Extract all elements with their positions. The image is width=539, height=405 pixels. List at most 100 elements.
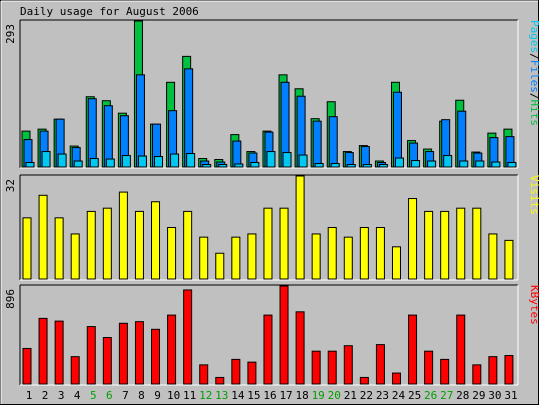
day-tick-label: 12 bbox=[199, 389, 212, 402]
pages-bar bbox=[330, 163, 340, 168]
day-tick-label: 26 bbox=[424, 389, 437, 402]
files-bar bbox=[232, 140, 242, 168]
pages-bar bbox=[218, 164, 228, 168]
day-tick-label: 6 bbox=[106, 389, 113, 402]
legend-entry-kbytes: KBytes bbox=[528, 285, 539, 325]
pages-bar bbox=[459, 160, 469, 168]
visits-bar bbox=[38, 194, 48, 280]
pages-bar bbox=[394, 157, 404, 168]
day-tick-label: 8 bbox=[138, 389, 145, 402]
day-tick-label: 14 bbox=[231, 389, 245, 402]
visits-bar bbox=[391, 246, 401, 280]
day-tick-label: 22 bbox=[360, 389, 373, 402]
pages-bar bbox=[378, 164, 388, 168]
day-tick-label: 7 bbox=[122, 389, 129, 402]
pages-bar bbox=[362, 164, 372, 168]
legend: Pages/Files/Hits bbox=[528, 20, 539, 126]
day-tick-label: 10 bbox=[167, 389, 180, 402]
visits-bar bbox=[424, 210, 434, 280]
day-tick-label: 28 bbox=[456, 389, 469, 402]
files-bar bbox=[360, 146, 370, 168]
visits-bar bbox=[359, 227, 369, 280]
kbytes-panel: 896 KBytes bbox=[4, 284, 539, 386]
day-tick-label: 20 bbox=[328, 389, 341, 402]
visits-bar bbox=[151, 201, 161, 280]
kbytes-bar bbox=[86, 326, 96, 385]
kbytes-bar bbox=[472, 364, 482, 385]
visits-bar bbox=[440, 210, 450, 280]
legend-entry-hits: Hits bbox=[528, 100, 539, 127]
visits-bar bbox=[295, 175, 305, 280]
pages-bar bbox=[266, 151, 276, 168]
kbytes-bar bbox=[231, 358, 241, 385]
files-bar bbox=[312, 120, 322, 168]
kbytes-bar bbox=[247, 361, 257, 385]
kbytes-bar bbox=[375, 344, 385, 385]
kbytes-bar bbox=[488, 356, 498, 385]
kbytes-bar bbox=[199, 364, 209, 385]
pages-bar bbox=[105, 158, 115, 168]
visits-bar bbox=[472, 207, 482, 280]
pages-bar bbox=[346, 164, 356, 168]
legend: KBytes bbox=[528, 285, 539, 325]
y-max-label: 293 bbox=[4, 24, 17, 44]
kbytes-bar bbox=[408, 314, 418, 385]
pages-bar bbox=[121, 155, 131, 168]
day-tick-label: 11 bbox=[183, 389, 196, 402]
files-bar bbox=[457, 110, 467, 168]
kbytes-bar bbox=[327, 350, 337, 385]
pages-bar bbox=[41, 151, 51, 168]
visits-bar bbox=[86, 210, 96, 280]
visits-bar bbox=[22, 217, 32, 280]
kbytes-bar bbox=[440, 358, 450, 385]
legend-entry-visits: Visits bbox=[528, 175, 539, 215]
legend-separator: / bbox=[528, 93, 539, 100]
day-tick-label: 18 bbox=[296, 389, 309, 402]
pages-bar bbox=[443, 155, 453, 168]
pages-bar bbox=[507, 162, 517, 168]
day-tick-label: 23 bbox=[376, 389, 389, 402]
pages-bar bbox=[25, 162, 35, 168]
kbytes-bar bbox=[343, 345, 353, 385]
pages-bar bbox=[137, 155, 147, 168]
visits-bar bbox=[279, 207, 289, 280]
kbytes-bar bbox=[504, 355, 514, 385]
visits-bar bbox=[215, 252, 225, 280]
pages-bar bbox=[89, 158, 99, 168]
visits-bar bbox=[375, 227, 385, 280]
pages-bar bbox=[170, 153, 180, 168]
visits-bar bbox=[199, 236, 209, 280]
visits-bar bbox=[456, 207, 466, 280]
day-tick-label: 25 bbox=[408, 389, 421, 402]
pages-bar bbox=[57, 153, 67, 168]
day-tick-label: 9 bbox=[154, 389, 161, 402]
files-bar bbox=[87, 98, 97, 168]
kbytes-bar bbox=[134, 321, 144, 385]
visits-panel: 32 Visits bbox=[4, 174, 539, 281]
pages-bar bbox=[186, 153, 196, 168]
files-bar bbox=[103, 105, 113, 168]
visits-bar bbox=[327, 227, 337, 280]
day-tick-label: 5 bbox=[90, 389, 97, 402]
day-tick-label: 24 bbox=[392, 389, 406, 402]
hits-files-pages-panel: 293 Pages/Files/Hits bbox=[4, 19, 539, 169]
y-max-label: 896 bbox=[4, 289, 17, 309]
kbytes-bar bbox=[424, 350, 434, 385]
visits-bar bbox=[408, 198, 418, 280]
visits-bar bbox=[247, 233, 257, 280]
day-tick-label: 1 bbox=[26, 389, 33, 402]
day-tick-label: 15 bbox=[247, 389, 260, 402]
visits-bar bbox=[343, 236, 353, 280]
pages-bar bbox=[154, 156, 164, 168]
visits-bar bbox=[183, 210, 193, 280]
visits-bar bbox=[102, 207, 112, 280]
y-max-label: 32 bbox=[4, 179, 17, 192]
kbytes-bar bbox=[54, 320, 64, 385]
pages-bar bbox=[298, 154, 308, 168]
pages-bar bbox=[234, 163, 244, 168]
kbytes-bar bbox=[102, 337, 112, 385]
day-tick-label: 19 bbox=[312, 389, 325, 402]
pages-bar bbox=[314, 163, 324, 168]
files-bar bbox=[135, 74, 145, 168]
